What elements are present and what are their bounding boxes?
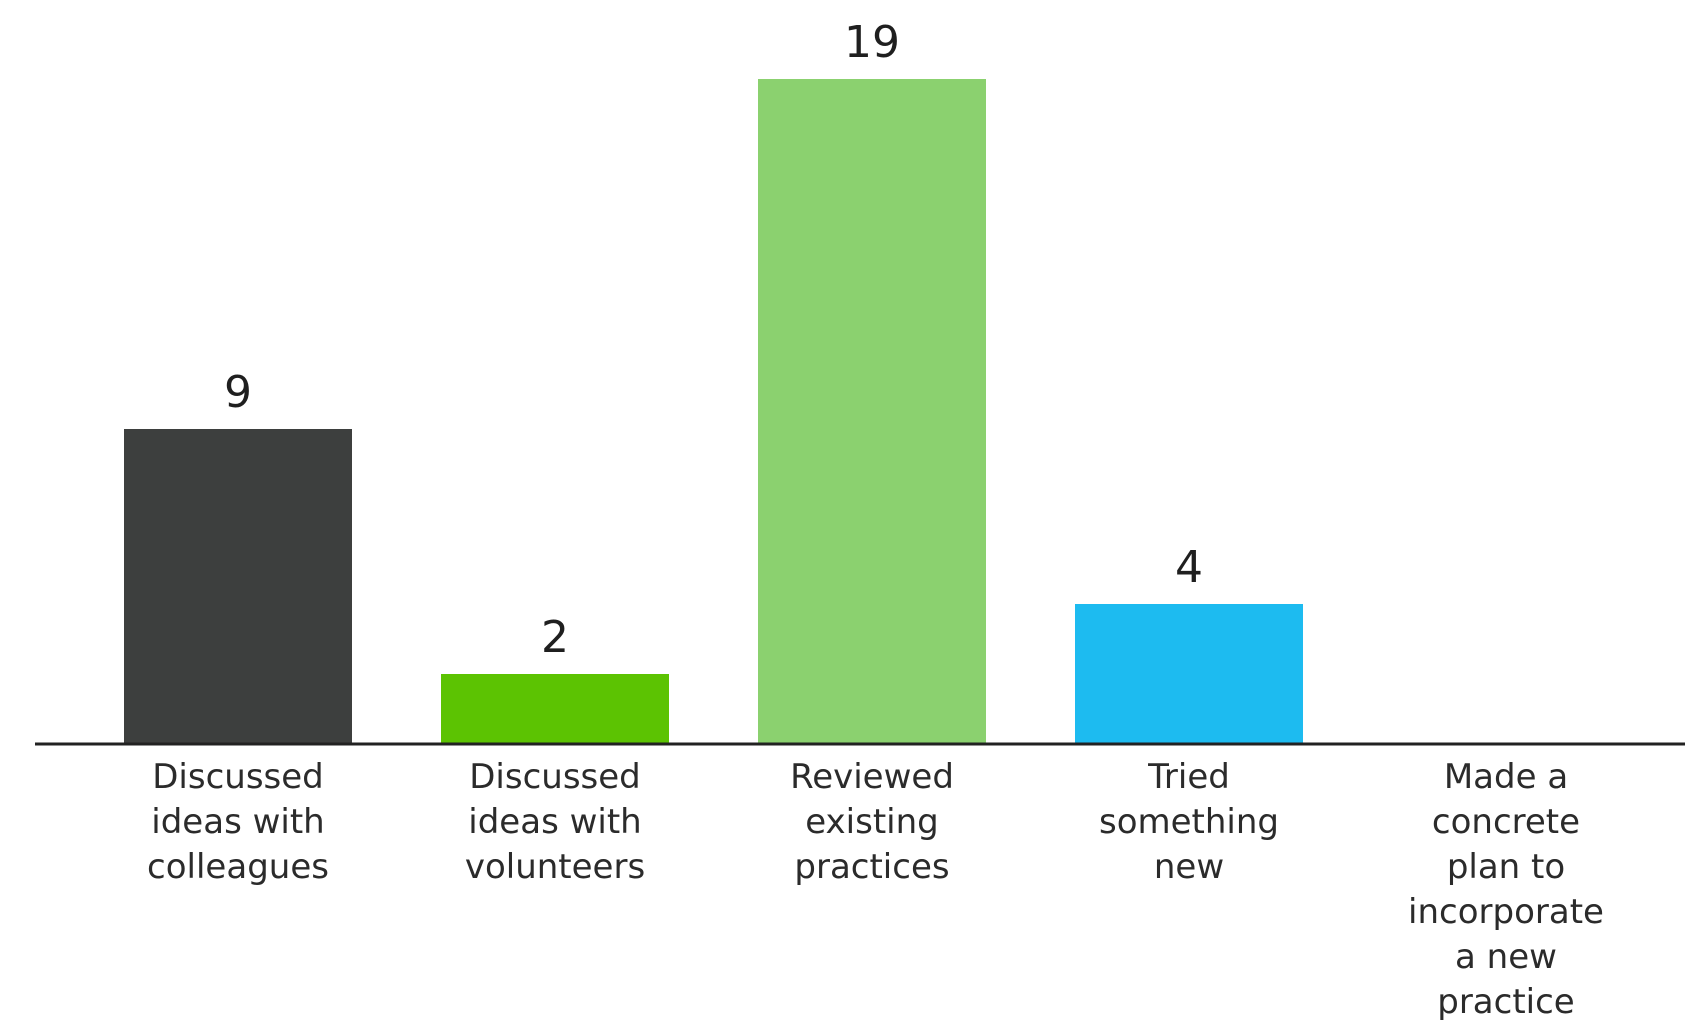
category-label-3-line-0: Tried	[1147, 757, 1230, 797]
category-label-1-line-2: volunteers	[465, 847, 645, 887]
category-label-4-line-3: incorporate	[1408, 892, 1604, 932]
category-label-3-line-2: new	[1154, 847, 1224, 887]
value-label-0: 9	[224, 367, 252, 418]
category-label-0-line-0: Discussed	[152, 757, 324, 797]
bars-group	[124, 79, 1303, 744]
category-label-2: Reviewed existing practices	[790, 757, 954, 887]
category-label-2-line-2: practices	[794, 847, 949, 887]
category-label-4-line-0: Made a	[1444, 757, 1568, 797]
category-label-4-line-5: practice	[1437, 982, 1574, 1021]
value-label-3: 4	[1175, 542, 1203, 593]
category-label-4-line-1: concrete	[1432, 802, 1580, 842]
category-label-4: Made a concrete plan to incorporate a new pra…	[1408, 757, 1604, 1021]
value-label-1: 2	[541, 612, 569, 663]
category-label-1-line-1: ideas with	[468, 802, 641, 842]
bar-0	[124, 429, 352, 744]
category-label-0-line-2: colleagues	[147, 847, 329, 887]
bar-3	[1075, 604, 1303, 744]
category-label-1-line-0: Discussed	[469, 757, 641, 797]
category-label-2-line-1: existing	[805, 802, 939, 842]
category-label-3-line-1: something	[1099, 802, 1279, 842]
category-label-2-line-0: Reviewed	[790, 757, 954, 797]
bar-1	[441, 674, 669, 744]
category-label-0: Discussed ideas with colleagues	[147, 757, 329, 887]
bar-2	[758, 79, 986, 744]
category-labels-group: Discussed ideas with colleagues Discussed id…	[147, 757, 1604, 1021]
category-label-1: Discussed ideas with volunteers	[465, 757, 645, 887]
category-label-4-line-2: plan to	[1447, 847, 1565, 887]
value-labels-group: 9 2 19 4	[224, 17, 1203, 663]
category-label-0-line-1: ideas with	[151, 802, 324, 842]
category-label-3: Tried something new	[1099, 757, 1279, 887]
value-label-2: 19	[844, 17, 900, 68]
category-label-4-line-4: a new	[1455, 937, 1557, 977]
